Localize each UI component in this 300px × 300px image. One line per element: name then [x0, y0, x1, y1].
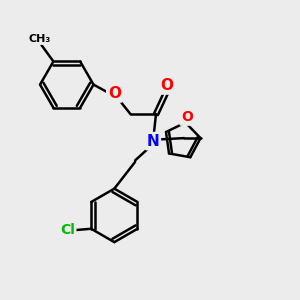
Text: O: O — [160, 78, 173, 93]
Text: CH₃: CH₃ — [29, 34, 51, 44]
Text: O: O — [181, 110, 193, 124]
Text: O: O — [108, 86, 121, 101]
Text: Cl: Cl — [60, 223, 75, 237]
Text: N: N — [147, 134, 159, 148]
